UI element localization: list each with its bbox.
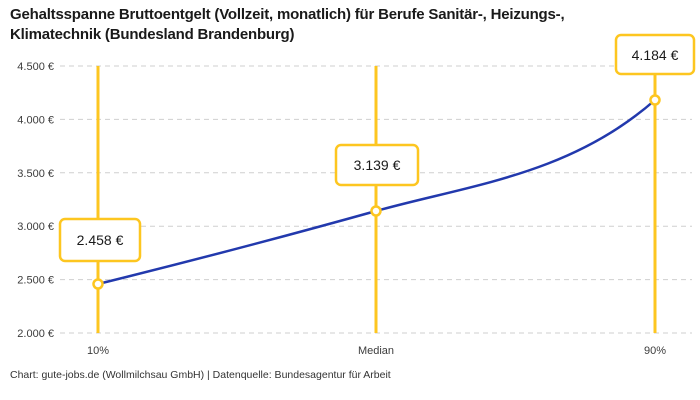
value-label-90p: 4.184 €	[614, 33, 696, 76]
guide-lines	[96, 66, 657, 333]
x-tick-10p: 10%	[87, 345, 109, 357]
y-tick-4500: 4.500 €	[17, 61, 54, 73]
data-point-markers	[92, 94, 661, 290]
data-point-marker-90p	[649, 94, 661, 106]
x-axis-labels: 10% Median 90%	[87, 345, 666, 357]
value-label-box-median	[334, 143, 420, 187]
data-point-marker-median	[370, 205, 382, 217]
value-label-text-median: 3.139 €	[354, 157, 401, 173]
data-point-marker-10p	[92, 278, 104, 290]
x-tick-median: Median	[358, 345, 394, 357]
x-tick-90p: 90%	[644, 345, 666, 357]
value-label-10p: 2.458 €	[58, 217, 142, 263]
y-tick-4000: 4.000 €	[17, 114, 54, 126]
value-label-text-90p: 4.184 €	[632, 47, 679, 63]
y-tick-3500: 3.500 €	[17, 168, 54, 180]
value-label-text-10p: 2.458 €	[77, 232, 124, 248]
chart-credit: Chart: gute-jobs.de (Wollmilchsau GmbH) …	[10, 369, 391, 381]
value-label-median: 3.139 €	[334, 143, 420, 187]
y-tick-3000: 3.000 €	[17, 221, 54, 233]
chart-title: Gehaltsspanne Bruttoentgelt (Vollzeit, m…	[10, 6, 565, 43]
value-label-box-90p	[614, 33, 696, 76]
y-tick-2500: 2.500 €	[17, 275, 54, 287]
y-tick-2000: 2.000 €	[17, 328, 54, 340]
y-axis-labels: 4.500 € 4.000 € 3.500 € 3.000 € 2.500 € …	[17, 61, 54, 340]
value-label-box-10p	[58, 217, 142, 263]
